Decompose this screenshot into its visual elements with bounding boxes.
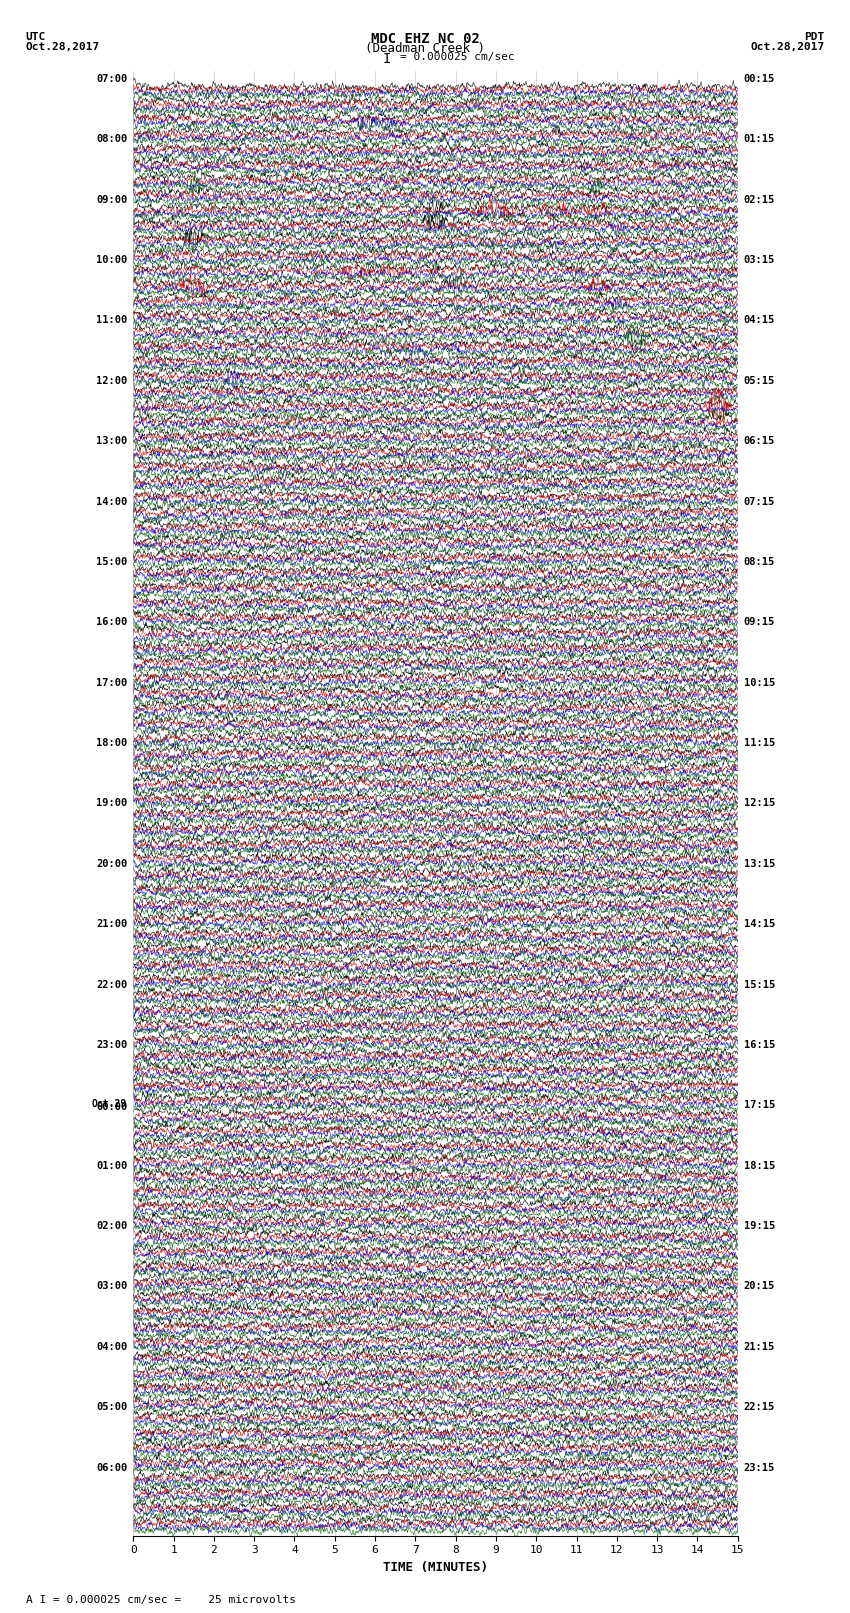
Text: 12:15: 12:15 (744, 798, 775, 808)
Text: 05:00: 05:00 (96, 1402, 127, 1413)
Text: 22:15: 22:15 (744, 1402, 775, 1413)
Text: 04:15: 04:15 (744, 316, 775, 326)
Text: 16:15: 16:15 (744, 1040, 775, 1050)
Text: 09:15: 09:15 (744, 618, 775, 627)
Text: 16:00: 16:00 (96, 618, 127, 627)
Text: 09:00: 09:00 (96, 195, 127, 205)
Text: 23:00: 23:00 (96, 1040, 127, 1050)
Text: A I = 0.000025 cm/sec =    25 microvolts: A I = 0.000025 cm/sec = 25 microvolts (26, 1595, 296, 1605)
Text: 10:00: 10:00 (96, 255, 127, 265)
Text: 15:15: 15:15 (744, 979, 775, 990)
Text: I: I (382, 52, 391, 66)
Text: 14:00: 14:00 (96, 497, 127, 506)
Text: 10:15: 10:15 (744, 677, 775, 687)
Text: 06:15: 06:15 (744, 436, 775, 447)
Text: Oct.28,2017: Oct.28,2017 (751, 42, 824, 52)
Text: 17:00: 17:00 (96, 677, 127, 687)
Text: UTC: UTC (26, 32, 46, 42)
Text: (Deadman Creek ): (Deadman Creek ) (365, 42, 485, 55)
X-axis label: TIME (MINUTES): TIME (MINUTES) (383, 1561, 488, 1574)
Text: 21:00: 21:00 (96, 919, 127, 929)
Text: 02:15: 02:15 (744, 195, 775, 205)
Text: = 0.000025 cm/sec: = 0.000025 cm/sec (400, 52, 514, 61)
Text: 00:15: 00:15 (744, 74, 775, 84)
Text: MDC EHZ NC 02: MDC EHZ NC 02 (371, 32, 479, 47)
Text: 13:00: 13:00 (96, 436, 127, 447)
Text: 18:15: 18:15 (744, 1161, 775, 1171)
Text: 20:00: 20:00 (96, 858, 127, 869)
Text: 01:00: 01:00 (96, 1161, 127, 1171)
Text: 04:00: 04:00 (96, 1342, 127, 1352)
Text: 13:15: 13:15 (744, 858, 775, 869)
Text: 22:00: 22:00 (96, 979, 127, 990)
Text: 11:15: 11:15 (744, 739, 775, 748)
Text: 18:00: 18:00 (96, 739, 127, 748)
Text: 19:00: 19:00 (96, 798, 127, 808)
Text: 03:00: 03:00 (96, 1281, 127, 1292)
Text: 15:00: 15:00 (96, 556, 127, 568)
Text: 21:15: 21:15 (744, 1342, 775, 1352)
Text: 08:15: 08:15 (744, 556, 775, 568)
Text: 07:00: 07:00 (96, 74, 127, 84)
Text: 20:15: 20:15 (744, 1281, 775, 1292)
Text: PDT: PDT (804, 32, 824, 42)
Text: 14:15: 14:15 (744, 919, 775, 929)
Text: 03:15: 03:15 (744, 255, 775, 265)
Text: Oct.28,2017: Oct.28,2017 (26, 42, 99, 52)
Text: 02:00: 02:00 (96, 1221, 127, 1231)
Text: 07:15: 07:15 (744, 497, 775, 506)
Text: 11:00: 11:00 (96, 316, 127, 326)
Text: 12:00: 12:00 (96, 376, 127, 386)
Text: 00:00: 00:00 (96, 1102, 127, 1111)
Text: 23:15: 23:15 (744, 1463, 775, 1473)
Text: 01:15: 01:15 (744, 134, 775, 145)
Text: 08:00: 08:00 (96, 134, 127, 145)
Text: 06:00: 06:00 (96, 1463, 127, 1473)
Text: Oct.29: Oct.29 (92, 1098, 128, 1108)
Text: 19:15: 19:15 (744, 1221, 775, 1231)
Text: 17:15: 17:15 (744, 1100, 775, 1110)
Text: 05:15: 05:15 (744, 376, 775, 386)
